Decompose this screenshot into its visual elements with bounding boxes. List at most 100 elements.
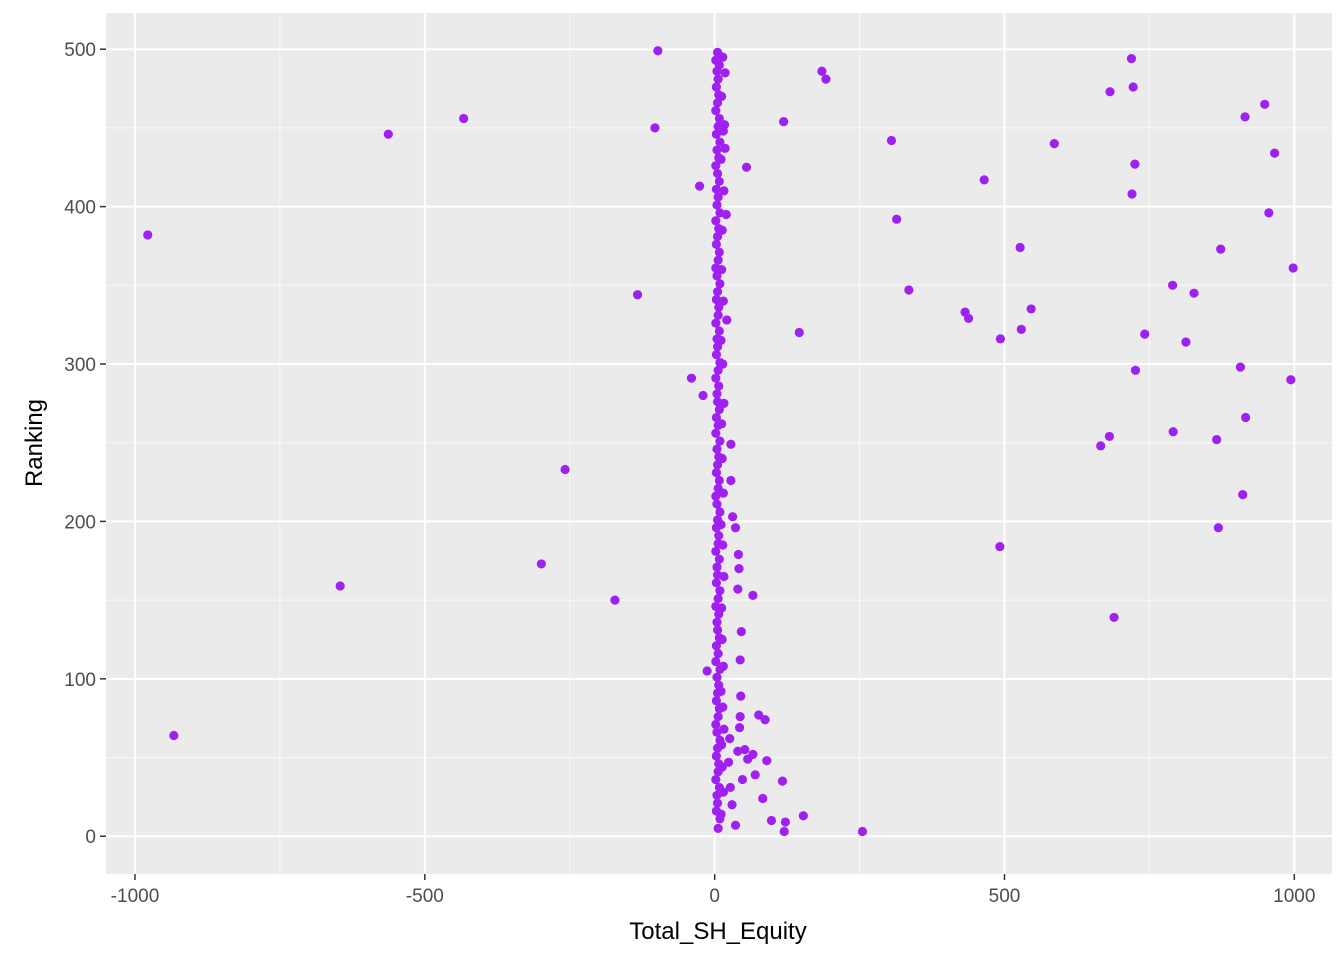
data-point (711, 578, 721, 588)
data-point (717, 419, 727, 429)
data-point (737, 774, 748, 785)
y-tick-label: 400 (64, 198, 96, 219)
data-point (459, 113, 469, 124)
data-point (715, 507, 725, 517)
data-point (712, 287, 723, 297)
y-tick-label: 0 (85, 827, 96, 848)
data-point (714, 326, 724, 336)
data-point (711, 696, 721, 706)
data-point (1189, 288, 1199, 298)
data-point (1096, 441, 1106, 451)
data-point (995, 334, 1006, 344)
data-point (712, 562, 722, 572)
y-tick-label: 300 (64, 355, 96, 376)
data-point (1260, 99, 1270, 109)
data-point (720, 68, 730, 78)
data-point (711, 105, 721, 116)
data-point (712, 145, 722, 155)
data-point (712, 625, 723, 635)
data-point (715, 137, 725, 147)
data-point (711, 373, 721, 383)
data-point (715, 208, 725, 218)
x-tick-label: 0 (709, 886, 720, 907)
data-point (716, 335, 726, 346)
data-point (733, 746, 743, 756)
data-point (717, 264, 727, 275)
data-point (711, 82, 721, 92)
data-point (712, 460, 723, 470)
data-point (715, 279, 725, 289)
data-point (714, 113, 724, 124)
data-point (779, 117, 789, 127)
x-tick-label: -1000 (111, 886, 160, 907)
data-point (1104, 431, 1115, 442)
data-point (736, 691, 746, 701)
data-point (717, 634, 727, 645)
data-point (702, 666, 712, 676)
data-point (712, 798, 723, 808)
data-point (712, 66, 722, 76)
data-point (1015, 242, 1025, 253)
data-point (726, 439, 736, 449)
data-point (713, 255, 723, 265)
data-point (711, 239, 721, 249)
data-point (779, 826, 789, 837)
data-point (857, 826, 868, 837)
data-point (719, 398, 729, 408)
data-point (726, 475, 736, 486)
data-point (1128, 82, 1138, 92)
y-tick-label: 200 (64, 512, 96, 533)
data-point (733, 549, 744, 560)
data-point (821, 74, 831, 84)
data-point (711, 774, 721, 785)
data-point (711, 656, 721, 667)
data-point (817, 66, 827, 76)
data-point (718, 296, 728, 306)
data-point (712, 499, 722, 509)
data-point (725, 782, 735, 793)
data-point (766, 815, 777, 826)
data-point (733, 584, 743, 594)
data-point (1127, 189, 1137, 199)
data-point (1270, 148, 1280, 158)
data-point (1212, 434, 1222, 445)
data-point (1235, 362, 1246, 372)
data-point (711, 161, 721, 171)
data-point (169, 730, 179, 741)
data-point (780, 817, 790, 827)
data-point (735, 711, 745, 722)
data-point (711, 751, 721, 761)
data-point (718, 126, 728, 136)
data-point (777, 776, 788, 786)
data-point (714, 247, 724, 257)
data-point (1049, 139, 1059, 149)
data-point (722, 315, 732, 325)
data-point (719, 186, 729, 196)
data-point (1264, 208, 1274, 218)
data-point (1181, 337, 1191, 347)
data-point (711, 719, 721, 730)
data-point (1167, 280, 1178, 290)
data-point (610, 595, 620, 605)
data-point (760, 715, 770, 725)
data-point (748, 590, 758, 600)
data-point (712, 200, 722, 210)
data-point (717, 453, 727, 464)
data-point (798, 811, 808, 821)
data-point (743, 754, 753, 764)
data-point (714, 176, 724, 187)
data-point (794, 327, 804, 338)
data-point (711, 428, 721, 438)
data-point (712, 444, 722, 454)
data-point (714, 554, 724, 564)
data-point (736, 626, 746, 637)
data-point (1109, 612, 1119, 623)
data-point (716, 519, 726, 530)
data-point (713, 711, 723, 722)
data-point (723, 757, 734, 767)
data-point (716, 809, 726, 819)
data-point (694, 181, 705, 191)
x-axis-title: Total_SH_Equity (629, 918, 806, 945)
data-point (892, 214, 902, 224)
